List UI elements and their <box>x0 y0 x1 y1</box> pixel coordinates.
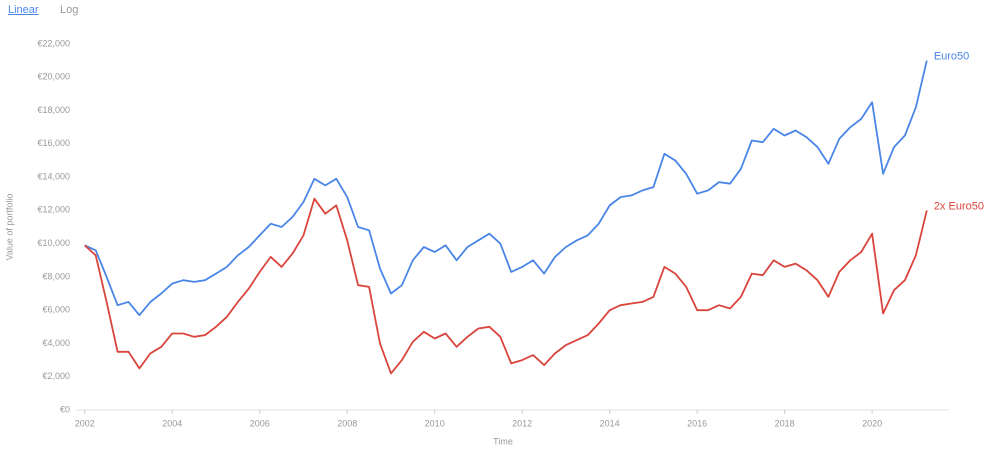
y-tick-label: €2,000 <box>42 371 70 381</box>
x-tick-label: 2004 <box>162 418 182 428</box>
log-toggle[interactable]: Log <box>60 4 79 16</box>
y-tick-label: €20,000 <box>37 72 70 82</box>
series-line <box>84 60 928 317</box>
y-tick-label: €10,000 <box>37 238 70 248</box>
series-label: 2x Euro50 <box>934 200 984 212</box>
y-tick-label: €18,000 <box>37 105 70 115</box>
x-tick-label: 2016 <box>687 418 707 428</box>
x-axis-title: Time <box>493 436 513 446</box>
y-tick-label: €16,000 <box>37 138 70 148</box>
y-tick-label: €6,000 <box>42 305 70 315</box>
x-tick-label: 2018 <box>775 418 795 428</box>
x-tick-label: 2014 <box>600 418 620 428</box>
series-label: Euro50 <box>934 51 969 63</box>
y-tick-label: €4,000 <box>42 338 70 348</box>
y-tick-label: €22,000 <box>37 38 70 48</box>
x-tick-label: 2012 <box>512 418 532 428</box>
x-tick-label: 2002 <box>75 418 95 428</box>
x-tick-label: 2006 <box>250 418 270 428</box>
x-tick-label: 2010 <box>425 418 445 428</box>
y-tick-label: €12,000 <box>37 205 70 215</box>
series-line <box>84 197 928 375</box>
linear-toggle[interactable]: Linear <box>8 4 39 16</box>
y-tick-label: €14,000 <box>37 171 70 181</box>
y-axis-title: Value of portfolio <box>4 194 14 261</box>
y-tick-label: €8,000 <box>42 271 70 281</box>
x-tick-label: 2008 <box>337 418 357 428</box>
x-tick-label: 2020 <box>862 418 882 428</box>
y-tick-label: €0 <box>60 404 70 414</box>
